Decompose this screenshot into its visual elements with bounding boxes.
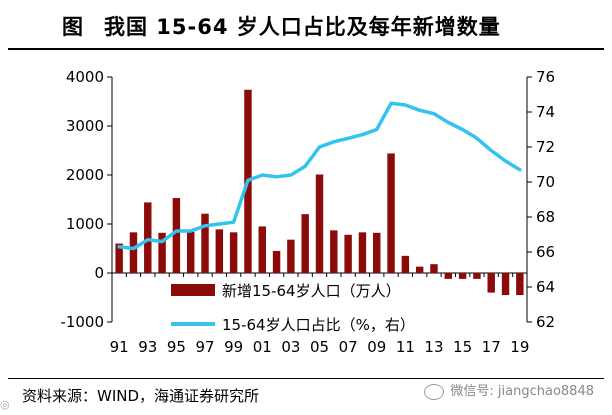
bar (301, 214, 309, 273)
x-tick-label: 07 (339, 338, 358, 356)
x-tick-label: 93 (138, 338, 157, 356)
bar (330, 230, 338, 273)
bar (129, 232, 138, 273)
bar (201, 213, 209, 273)
bar (287, 239, 295, 273)
bar (373, 232, 381, 273)
source-note: 资料来源：WIND，海通证券研究所 (22, 387, 260, 405)
legend-bar-swatch (171, 284, 215, 296)
y-right-tick-label: 74 (536, 103, 555, 121)
bar (272, 250, 281, 273)
bar (315, 174, 324, 273)
y-left-tick-label: 4000 (66, 68, 104, 86)
x-tick-label: 91 (110, 338, 129, 356)
x-tick-label: 11 (396, 338, 415, 356)
x-tick-label: 99 (224, 338, 243, 356)
watermark: 微信号: jiangchao8848 (424, 380, 594, 400)
bar (430, 264, 438, 273)
bar (344, 234, 352, 273)
watermark-text: 微信号: jiangchao8848 (450, 384, 594, 399)
y-left-tick-label: -1000 (60, 313, 104, 331)
bar (415, 266, 424, 273)
y-left-tick-label: 0 (94, 264, 104, 282)
y-right-tick-label: 72 (536, 138, 555, 156)
x-tick-label: 05 (310, 338, 329, 356)
bar (144, 202, 152, 273)
y-left-tick-label: 2000 (66, 166, 104, 184)
bar (473, 273, 481, 279)
wechat-icon (424, 383, 445, 400)
y-right-tick-label: 76 (536, 68, 555, 86)
bar (172, 198, 181, 273)
y-right-tick-label: 62 (536, 313, 555, 331)
source-divider (8, 378, 604, 379)
x-tick-label: 17 (482, 338, 501, 356)
title-bar: 图我国 15-64 岁人口占比及每年新增数量 (0, 0, 612, 44)
x-tick-label: 97 (195, 338, 214, 356)
x-tick-label: 03 (281, 338, 300, 356)
y-right-tick-label: 68 (536, 208, 555, 226)
legend-label-line: 15-64岁人口占比（%，右） (222, 316, 415, 334)
x-tick-label: 01 (253, 338, 272, 356)
bar (516, 273, 524, 296)
bar (458, 273, 467, 279)
bar (444, 273, 453, 279)
bar (358, 232, 367, 273)
bar (186, 231, 195, 273)
legend-label-bar: 新增15-64岁人口（万人） (222, 282, 401, 300)
y-right-tick-label: 70 (536, 173, 555, 191)
bar (215, 229, 224, 273)
x-tick-label: 19 (510, 338, 529, 356)
y-right-tick-label: 64 (536, 278, 555, 296)
title-text: 我国 15-64 岁人口占比及每年新增数量 (104, 15, 501, 39)
bar (501, 273, 510, 296)
title-divider (8, 48, 604, 50)
x-tick-label: 15 (453, 338, 472, 356)
y-right-tick-label: 66 (536, 243, 555, 261)
bar (158, 232, 166, 273)
y-left-tick-label: 1000 (66, 215, 104, 233)
bar (229, 232, 238, 273)
x-tick-label: 95 (167, 338, 186, 356)
y-left-tick-label: 3000 (66, 117, 104, 135)
x-tick-label: 09 (367, 338, 386, 356)
chart-title: 图我国 15-64 岁人口占比及每年新增数量 (62, 11, 501, 41)
figure-label: 图 (62, 15, 84, 39)
bar (115, 243, 123, 273)
bar (487, 273, 495, 293)
bar (387, 153, 395, 273)
chart-svg: -1000 0 1000 2000 3000 4000 62 64 66 68 70 72 74 76 91… (60, 68, 555, 356)
bar (401, 255, 410, 273)
x-tick-label: 13 (424, 338, 443, 356)
corner-tag: ◎ (0, 398, 10, 411)
bar (258, 226, 266, 273)
